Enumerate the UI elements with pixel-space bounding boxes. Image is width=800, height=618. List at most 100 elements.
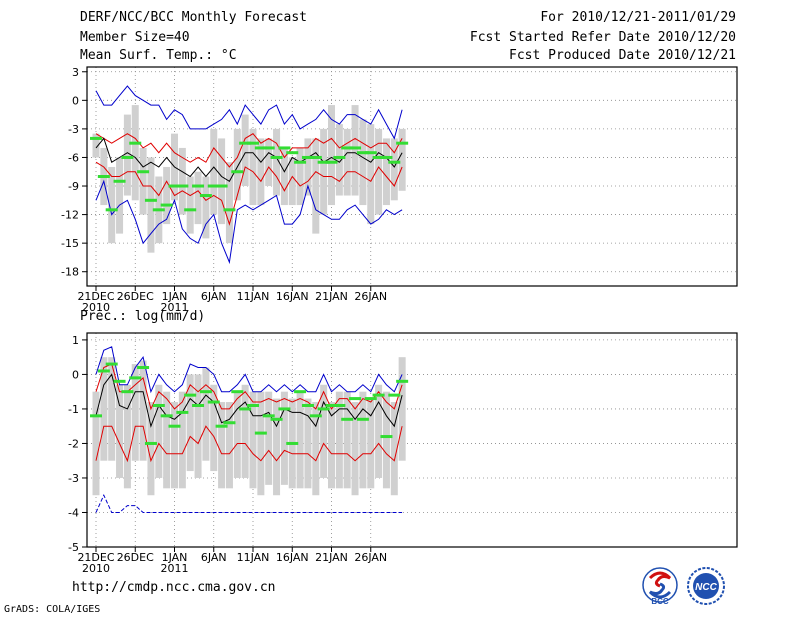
- x-tick-label: 1JAN: [162, 290, 188, 303]
- forecast-marker: [294, 390, 307, 394]
- y-tick-label: -12: [61, 209, 79, 222]
- forecast-marker: [113, 179, 126, 183]
- x-tick-label: 11JAN: [237, 290, 270, 303]
- ensemble-box: [155, 384, 163, 478]
- ensemble-box: [225, 162, 233, 244]
- ensemble-box: [210, 384, 218, 472]
- ensemble-box: [171, 402, 178, 489]
- ensemble-box: [382, 391, 390, 489]
- x-tick-label: 21JAN: [315, 290, 348, 303]
- x-tick-label: 21DEC: [77, 290, 114, 303]
- ncc-logo-text: NCC: [695, 582, 717, 593]
- forecast-marker: [105, 362, 118, 366]
- ensemble-box: [375, 128, 383, 215]
- x-tick-label: 6JAN: [201, 290, 227, 303]
- ensemble-box: [139, 360, 147, 461]
- max-line: [95, 346, 403, 394]
- ensemble-box: [304, 138, 312, 196]
- ensemble-box: [218, 402, 226, 489]
- forecast-marker: [341, 417, 354, 421]
- forecast-marker: [286, 151, 299, 155]
- forecast-marker: [176, 410, 189, 414]
- ensemble-box: [390, 138, 398, 201]
- ensemble-box: [288, 157, 296, 206]
- ensemble-box: [328, 402, 335, 489]
- forecast-marker: [372, 393, 385, 397]
- ensemble-box: [320, 128, 328, 215]
- ensemble-box: [343, 391, 351, 489]
- forecast-marker: [215, 184, 228, 188]
- forecast-marker: [380, 435, 393, 439]
- forecast-marker: [168, 424, 181, 428]
- member-size: Member Size=40: [80, 30, 190, 45]
- ensemble-box: [186, 374, 194, 472]
- y-tick-label: -18: [61, 266, 79, 279]
- ensemble-box: [194, 374, 202, 478]
- forecast-marker: [396, 141, 409, 145]
- ensemble-box: [335, 124, 343, 196]
- forecast-marker: [333, 403, 346, 407]
- forecast-marker: [97, 369, 110, 373]
- ensemble-box: [202, 176, 210, 239]
- forecast-marker: [223, 208, 236, 212]
- forecast-marker: [309, 155, 322, 159]
- forecast-marker: [309, 414, 322, 418]
- upper-line: [95, 133, 403, 168]
- forecast-marker: [301, 155, 314, 159]
- forecast-marker: [160, 414, 173, 418]
- forecast-marker: [388, 160, 401, 164]
- forecast-marker: [254, 146, 267, 150]
- forecast-marker: [223, 421, 236, 425]
- ensemble-box: [92, 391, 100, 496]
- y-tick-label: -1: [68, 403, 79, 416]
- ensemble-box: [100, 357, 108, 461]
- forecast-marker: [364, 397, 377, 401]
- y-tick-label: 1: [72, 334, 79, 347]
- ensemble-box: [116, 384, 124, 478]
- ensemble-box: [178, 391, 186, 489]
- forecast-marker: [137, 366, 150, 370]
- x-tick-sublabel: 2011: [161, 301, 189, 314]
- website-link[interactable]: http://cmdp.ncc.cma.gov.cn: [72, 580, 276, 595]
- forecast-marker: [184, 393, 197, 397]
- forecast-marker: [121, 390, 134, 394]
- plot-frame: [86, 332, 738, 548]
- lower-line: [95, 161, 403, 226]
- x-tick-label: 11JAN: [237, 551, 270, 564]
- forecast-marker: [333, 155, 346, 159]
- ensemble-box: [241, 384, 249, 478]
- ensemble-box: [139, 147, 147, 215]
- forecast-marker: [372, 155, 385, 159]
- forecast-marker: [294, 160, 307, 164]
- forecast-marker: [144, 441, 157, 445]
- ensemble-box: [225, 402, 233, 489]
- ensemble-box: [233, 128, 241, 201]
- y-tick-label: -3: [68, 472, 79, 485]
- forecast-marker: [137, 170, 150, 174]
- y-tick-label: -6: [68, 151, 79, 164]
- forecast-marker: [231, 170, 244, 174]
- ensemble-box: [367, 398, 375, 489]
- ensemble-box: [178, 147, 186, 215]
- x-tick-label: 21DEC: [77, 551, 114, 564]
- forecast-marker: [239, 141, 252, 145]
- upper-line: [95, 363, 403, 411]
- ensemble-box: [186, 176, 194, 234]
- ensemble-box: [147, 157, 155, 253]
- forecast-marker: [160, 203, 173, 207]
- ncc-logo-icon: NCC: [687, 567, 725, 605]
- ensemble-box: [359, 119, 367, 206]
- ensemble-box: [359, 391, 367, 489]
- forecast-marker: [121, 155, 134, 159]
- grads-credit: GrADS: COLA/IGES: [4, 604, 101, 615]
- ensemble-box: [312, 402, 320, 496]
- forecast-marker: [168, 184, 181, 188]
- forecast-period: For 2010/12/21-2011/01/29: [540, 10, 736, 25]
- ensemble-box: [147, 402, 155, 496]
- forecast-marker: [152, 403, 165, 407]
- ensemble-box: [390, 402, 398, 496]
- bcc-logo-text: BCC: [651, 597, 669, 606]
- x-tick-sublabel: 2010: [82, 562, 110, 575]
- max-line: [95, 85, 403, 140]
- ensemble-box: [273, 398, 281, 496]
